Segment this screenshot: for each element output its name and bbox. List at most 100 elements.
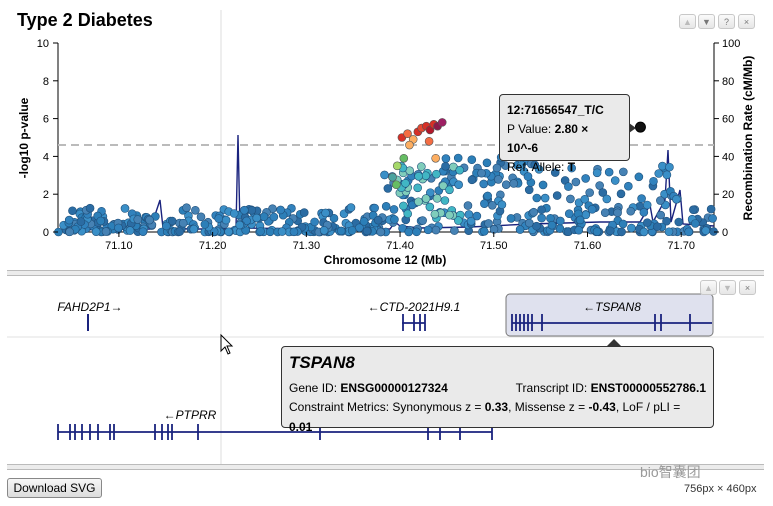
scatter-point bbox=[376, 227, 386, 237]
gene-move-up-button[interactable]: ▲ bbox=[700, 280, 717, 295]
scatter-point bbox=[91, 227, 101, 236]
variant-tooltip-arrow bbox=[629, 123, 636, 133]
scatter-point bbox=[96, 216, 106, 226]
x-tick-label: 71.20 bbox=[199, 240, 227, 252]
scatter-point bbox=[432, 194, 442, 203]
scatter-point bbox=[524, 218, 534, 228]
scatter-point bbox=[604, 167, 614, 177]
scatter-point bbox=[125, 226, 135, 235]
scatter-point bbox=[414, 171, 423, 181]
scatter-point bbox=[618, 219, 628, 229]
association-plot[interactable]: 71.10 71.20 71.30 71.40 71.50 71.60 71.70 0 2 4 6… bbox=[37, 38, 741, 252]
scatter-point bbox=[494, 175, 503, 184]
scatter-point bbox=[567, 163, 576, 173]
x-tick-label: 71.70 bbox=[667, 240, 695, 252]
y-axis-label: -log10 p-value bbox=[17, 97, 31, 178]
gene-tooltip: TSPAN8 Gene ID: ENSG00000127324 Transcri… bbox=[281, 346, 714, 434]
scatter-point bbox=[390, 215, 399, 224]
scatter-point bbox=[256, 227, 265, 236]
scatter-point bbox=[619, 167, 628, 177]
scatter-point bbox=[240, 205, 249, 215]
help-button[interactable]: ? bbox=[718, 14, 735, 29]
panel-resize-handle-bottom[interactable] bbox=[7, 464, 764, 470]
scatter-point bbox=[68, 206, 77, 216]
scatter-point bbox=[538, 180, 548, 190]
scatter-point bbox=[637, 194, 646, 203]
y-tick-label: 8 bbox=[43, 76, 49, 88]
move-down-button[interactable]: ▼ bbox=[698, 14, 715, 29]
x-axis-label: Chromosome 12 (Mb) bbox=[324, 253, 447, 267]
scatter-point bbox=[624, 181, 633, 191]
scatter-point bbox=[497, 200, 507, 209]
scatter-point bbox=[532, 221, 541, 231]
scatter-point bbox=[706, 204, 716, 214]
scatter-point bbox=[114, 223, 123, 233]
y2-tick-label: 40 bbox=[722, 151, 734, 163]
scatter-point bbox=[689, 205, 698, 214]
scatter-point bbox=[450, 226, 459, 235]
scatter-point bbox=[431, 153, 440, 163]
x-tick-label: 71.30 bbox=[293, 240, 321, 252]
gene-close-panel-button[interactable]: × bbox=[739, 280, 756, 295]
gene-move-down-button[interactable]: ▼ bbox=[719, 280, 736, 295]
gene-tspan8-body bbox=[511, 314, 712, 331]
y-tick-label: 0 bbox=[43, 227, 49, 239]
download-svg-button[interactable]: Download SVG bbox=[7, 478, 102, 498]
scatter-point bbox=[347, 226, 357, 235]
scatter-point bbox=[634, 172, 644, 182]
scatter-point bbox=[221, 215, 231, 225]
scatter-point bbox=[85, 203, 95, 213]
scatter-point bbox=[359, 217, 369, 226]
scatter-point bbox=[64, 215, 74, 225]
scatter-point bbox=[574, 225, 584, 235]
scatter-point bbox=[656, 196, 665, 205]
scatter-point bbox=[423, 225, 433, 235]
scatter-point bbox=[674, 217, 684, 227]
constraint-row: Constraint Metrics: Synonymous z = 0.33,… bbox=[289, 400, 681, 434]
scatter-point bbox=[540, 193, 550, 203]
scatter-point bbox=[418, 216, 427, 225]
scatter-point bbox=[564, 209, 574, 219]
scatter-point bbox=[643, 218, 652, 227]
move-up-button[interactable]: ▲ bbox=[679, 14, 696, 29]
scatter-point bbox=[392, 161, 402, 171]
scatter-point bbox=[575, 215, 585, 225]
variant-pvalue: 2.80 × 10^-6 bbox=[507, 122, 589, 155]
scatter-point bbox=[467, 155, 477, 165]
scatter-point bbox=[421, 171, 431, 180]
y-tick-label: 10 bbox=[37, 38, 49, 50]
scatter-point bbox=[196, 212, 206, 222]
scatter-point bbox=[477, 168, 486, 178]
scatter-point bbox=[145, 215, 154, 225]
scatter-point bbox=[235, 220, 245, 230]
scatter-point bbox=[438, 181, 448, 191]
scatter-point bbox=[259, 212, 269, 222]
panel-resize-handle[interactable] bbox=[7, 270, 764, 276]
scatter-point bbox=[430, 209, 440, 219]
scatter-point bbox=[595, 181, 604, 190]
scatter-point bbox=[627, 223, 636, 233]
scatter-point bbox=[445, 185, 454, 195]
scatter-point bbox=[392, 180, 401, 190]
y-ticks: 0 2 4 6 8 10 bbox=[37, 38, 58, 239]
scatter-point bbox=[653, 222, 662, 231]
scatter-point bbox=[370, 203, 379, 213]
scatter-point bbox=[662, 170, 672, 180]
variant-allele-row: Ref. Allele: T bbox=[507, 160, 576, 174]
gene-track[interactable] bbox=[7, 293, 764, 440]
close-panel-button[interactable]: × bbox=[738, 14, 755, 29]
scatter-point bbox=[585, 188, 594, 197]
scatter-point bbox=[523, 172, 533, 181]
y-tick-label: 4 bbox=[43, 151, 49, 163]
page-title: Type 2 Diabetes bbox=[17, 10, 153, 30]
scatter-point bbox=[547, 220, 557, 230]
scatter-point bbox=[602, 194, 612, 204]
scatter-point bbox=[76, 217, 86, 226]
scatter-point bbox=[247, 205, 257, 215]
scatter-point bbox=[224, 227, 233, 237]
scatter-point bbox=[178, 218, 188, 228]
scatter-point bbox=[426, 188, 435, 197]
scatter-point bbox=[501, 180, 511, 189]
scatter-point bbox=[690, 219, 700, 228]
